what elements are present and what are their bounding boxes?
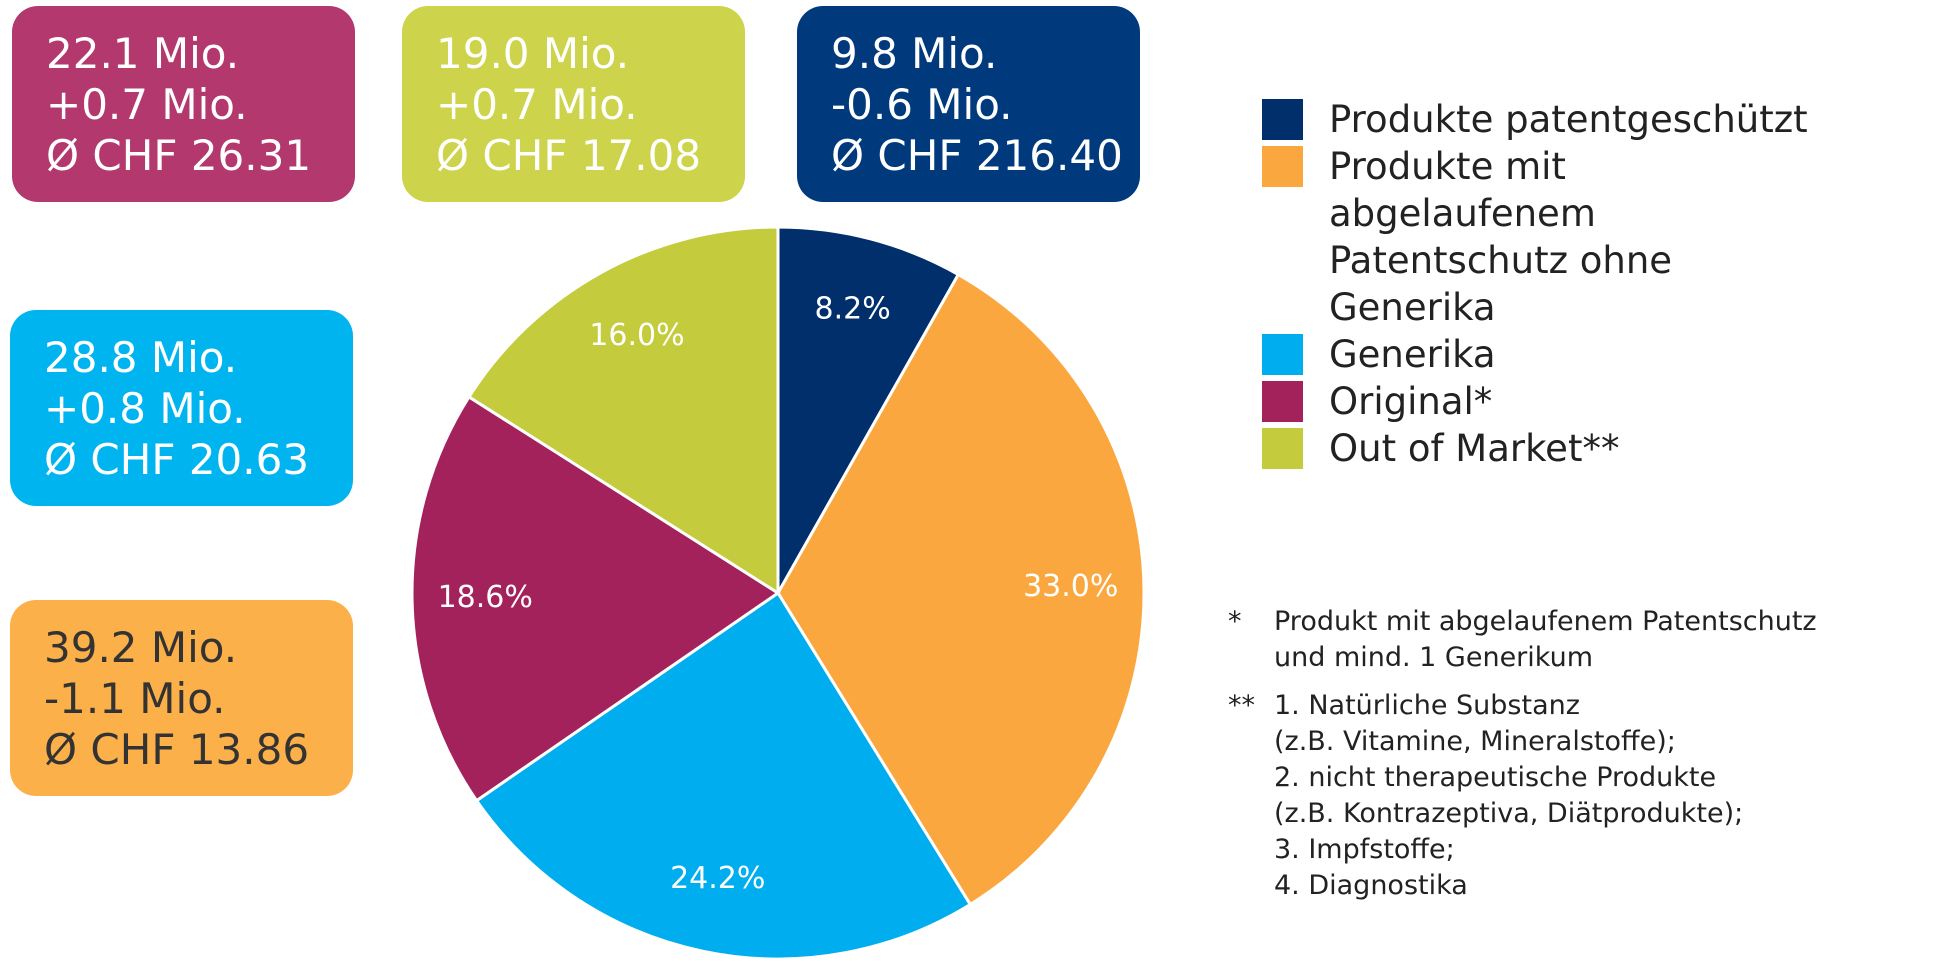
legend-item: Produkte patentgeschützt <box>1262 96 1922 143</box>
info-box: 28.8 Mio. +0.8 Mio. Ø CHF 20.63 <box>10 310 353 506</box>
footnote-line: 2. nicht therapeutische Produkte <box>1274 762 1717 793</box>
footnote: ** 1. Natürliche Substanz (z.B. Vitamine, … <box>1228 688 1928 904</box>
legend: Produkte patentgeschützt Produkte mit abg… <box>1262 96 1922 472</box>
info-box: 22.1 Mio. +0.7 Mio. Ø CHF 26.31 <box>12 6 355 202</box>
legend-label: Original* <box>1329 380 1493 423</box>
footnote: * Produkt mit abgelaufenem Patentschutz un… <box>1228 604 1928 676</box>
info-line: 9.8 Mio. <box>831 29 998 78</box>
info-line: +0.7 Mio. <box>436 80 638 129</box>
info-line: Ø CHF 216.40 <box>831 131 1123 180</box>
legend-swatch <box>1262 99 1303 140</box>
legend-item: Produkte mit abgelaufenem Patentschutz o… <box>1262 143 1922 331</box>
footnote-line: 3. Impfstoffe; <box>1274 834 1455 865</box>
legend-swatch <box>1262 428 1303 469</box>
footnote-line: 4. Diagnostika <box>1274 870 1468 901</box>
legend-item: Original* <box>1262 378 1922 425</box>
legend-label: Out of Market** <box>1329 427 1620 470</box>
footnote-line: (z.B. Vitamine, Mineralstoffe); <box>1274 726 1676 757</box>
footnote-marker: ** <box>1228 690 1255 721</box>
slice-label: 24.2% <box>670 861 765 896</box>
info-line: -1.1 Mio. <box>44 674 226 723</box>
pie-slice <box>474 590 973 961</box>
footnote-line: 1. Natürliche Substanz <box>1274 690 1580 721</box>
info-box: 39.2 Mio. -1.1 Mio. Ø CHF 13.86 <box>10 600 353 796</box>
footnote-body: 1. Natürliche Substanz (z.B. Vitamine, Mi… <box>1274 688 1743 904</box>
info-box: 19.0 Mio. +0.7 Mio. Ø CHF 17.08 <box>402 6 745 202</box>
footnote-line: (z.B. Kontrazeptiva, Diätprodukte); <box>1274 798 1744 829</box>
footnote-body: Produkt mit abgelaufenem Patentschutz und… <box>1274 604 1817 676</box>
footnote-marker: * <box>1228 606 1242 637</box>
legend-item: Generika <box>1262 331 1922 378</box>
pie-slice <box>466 225 780 596</box>
legend-label: Produkte mit abgelaufenem Patentschutz o… <box>1329 145 1673 329</box>
pie-slice <box>776 225 961 599</box>
slice-label: 33.0% <box>1023 569 1118 604</box>
info-line: +0.8 Mio. <box>44 384 246 433</box>
slice-label: 16.0% <box>589 318 684 353</box>
info-line: 22.1 Mio. <box>46 29 240 78</box>
info-line: -0.6 Mio. <box>831 80 1013 129</box>
info-line: Ø CHF 13.86 <box>44 725 310 774</box>
slice-label: 8.2% <box>814 291 890 326</box>
info-line: 28.8 Mio. <box>44 333 238 382</box>
pie-slice <box>776 272 1146 907</box>
legend-item: Out of Market** <box>1262 425 1922 472</box>
footnotes: * Produkt mit abgelaufenem Patentschutz un… <box>1228 604 1928 916</box>
info-line: 39.2 Mio. <box>44 623 238 672</box>
legend-swatch <box>1262 334 1303 375</box>
legend-swatch <box>1262 146 1303 187</box>
info-line: +0.7 Mio. <box>46 80 248 129</box>
pie-slice <box>410 394 781 803</box>
info-box: 9.8 Mio. -0.6 Mio. Ø CHF 216.40 <box>797 6 1140 202</box>
footnote-line: Produkt mit abgelaufenem Patentschutz <box>1274 606 1817 637</box>
info-line: Ø CHF 20.63 <box>44 435 310 484</box>
info-line: 19.0 Mio. <box>436 29 630 78</box>
legend-label: Produkte patentgeschützt <box>1329 98 1808 141</box>
legend-swatch <box>1262 381 1303 422</box>
info-line: Ø CHF 26.31 <box>46 131 312 180</box>
footnote-line: und mind. 1 Generikum <box>1274 642 1594 673</box>
slice-label: 18.6% <box>438 580 533 615</box>
info-line: Ø CHF 17.08 <box>436 131 702 180</box>
legend-label: Generika <box>1329 333 1496 376</box>
